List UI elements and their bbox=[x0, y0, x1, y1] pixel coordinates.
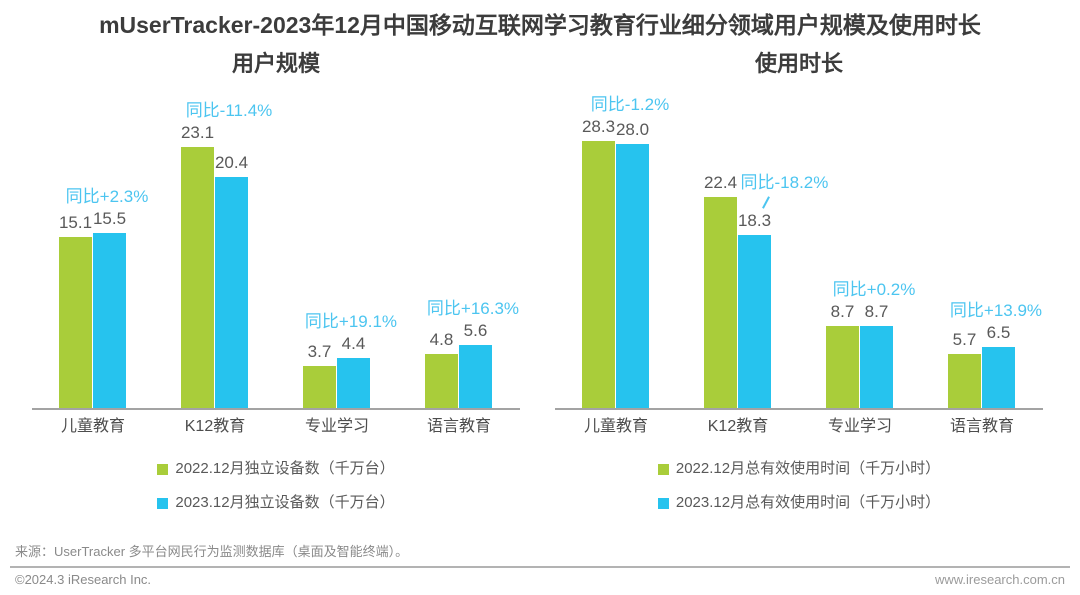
value-label: 3.7 bbox=[307, 342, 332, 361]
value-label: 4.8 bbox=[429, 330, 454, 349]
bar-2022 bbox=[181, 147, 214, 408]
x-axis-label: 专业学习 bbox=[304, 418, 369, 435]
source-note: 来源：UserTracker 多平台网民行为监测数据库（桌面及智能终端）。 bbox=[15, 544, 409, 559]
legend-label: 2023.12月独立设备数（千万台） bbox=[175, 494, 395, 511]
x-axis-label: 儿童教育 bbox=[583, 418, 648, 435]
bar-2022 bbox=[704, 197, 737, 408]
bar-2023 bbox=[215, 177, 248, 408]
value-label: 20.4 bbox=[214, 153, 249, 172]
x-axis-label: 语言教育 bbox=[949, 418, 1014, 435]
yoy-label: 同比+0.2% bbox=[832, 280, 916, 299]
bar-2022 bbox=[826, 326, 859, 408]
legend-marker bbox=[657, 497, 669, 509]
bar-group: 23.1 20.4 同比-11.4% bbox=[154, 101, 276, 408]
bar-2022 bbox=[59, 237, 92, 408]
x-axis-label: K12教育 bbox=[707, 418, 769, 435]
bar-2022 bbox=[425, 354, 458, 408]
value-label: 23.1 bbox=[180, 123, 215, 142]
yoy-label: 同比+19.1% bbox=[304, 312, 398, 331]
x-axis-labels: 儿童教育 K12教育 专业学习 语言教育 bbox=[555, 417, 1043, 437]
legend-label: 2022.12月独立设备数（千万台） bbox=[175, 460, 395, 477]
yoy-label: 同比+16.3% bbox=[426, 299, 520, 318]
legend-label: 2023.12月总有效使用时间（千万小时） bbox=[675, 494, 941, 511]
yoy-label: 同比+2.3% bbox=[65, 187, 149, 206]
legend: 2022.12月总有效使用时间（千万小时） 2023.12月总有效使用时间（千万小… bbox=[657, 460, 941, 511]
x-axis-label: 儿童教育 bbox=[60, 418, 125, 435]
bar-group: 8.7 8.7 同比+0.2% bbox=[799, 125, 921, 408]
legend: 2022.12月独立设备数（千万台） 2023.12月独立设备数（千万台） bbox=[157, 460, 395, 511]
plot-area: 15.1 15.5 同比+2.3% 23.1 20.4 同比-11.4% 3.7 4.4 同比+… bbox=[32, 101, 520, 410]
legend-label: 2022.12月总有效使用时间（千万小时） bbox=[675, 460, 941, 477]
bar-group: 22.4 18.3 同比-18.2% bbox=[677, 125, 828, 408]
bar-2023 bbox=[93, 233, 126, 408]
yoy-label: 同比-18.2% bbox=[740, 173, 829, 192]
website-text: www.iresearch.com.cn bbox=[934, 572, 1065, 587]
x-axis-labels: 儿童教育 K12教育 专业学习 语言教育 bbox=[32, 417, 520, 437]
value-label: 5.7 bbox=[952, 330, 977, 349]
value-label: 28.3 bbox=[581, 117, 616, 136]
bar-2023 bbox=[337, 358, 370, 408]
bar-group: 5.7 6.5 同比+13.9% bbox=[921, 125, 1043, 408]
legend-item: 2023.12月总有效使用时间（千万小时） bbox=[657, 494, 941, 511]
value-label: 6.5 bbox=[986, 323, 1011, 342]
value-label: 15.5 bbox=[92, 209, 127, 228]
bar-group: 28.3 28.0 同比-1.2% bbox=[555, 95, 677, 408]
chart-user-scale: 用户规模 15.1 15.5 同比+2.3% 23.1 20.4 同比-11.4% 3.7 4… bbox=[32, 45, 520, 525]
value-label: 28.0 bbox=[615, 120, 650, 139]
bar-group: 4.8 5.6 同比+16.3% bbox=[398, 125, 520, 408]
value-label: 8.7 bbox=[830, 302, 855, 321]
x-axis-label: K12教育 bbox=[184, 418, 246, 435]
legend-marker bbox=[157, 497, 169, 509]
chart-title-usage-duration: 使用时长 bbox=[754, 51, 843, 76]
legend-marker bbox=[657, 463, 669, 475]
legend-marker bbox=[157, 463, 169, 475]
value-label: 4.4 bbox=[341, 334, 366, 353]
yoy-label: 同比-1.2% bbox=[590, 95, 670, 114]
bar-2023 bbox=[616, 144, 649, 408]
bar-2023 bbox=[982, 347, 1015, 408]
value-label: 18.3 bbox=[737, 211, 772, 230]
bar-2022 bbox=[582, 141, 615, 408]
x-axis-label: 语言教育 bbox=[426, 418, 491, 435]
yoy-connector-line bbox=[761, 196, 770, 209]
yoy-label: 同比+13.9% bbox=[949, 301, 1043, 320]
value-label: 5.6 bbox=[463, 321, 488, 340]
bar-2023 bbox=[738, 235, 771, 408]
copyright: ©2024.3 iResearch Inc. bbox=[15, 572, 152, 587]
bar-2023 bbox=[860, 326, 893, 408]
bar-2022 bbox=[948, 354, 981, 408]
chart-title-user-scale: 用户规模 bbox=[231, 51, 320, 76]
legend-item: 2023.12月独立设备数（千万台） bbox=[157, 494, 395, 511]
plot-area: 28.3 28.0 同比-1.2% 22.4 18.3 同比-18.2% 8.7 8.7 同比+… bbox=[555, 95, 1043, 410]
page-title: mUserTracker-2023年12月中国移动互联网学习教育行业细分领域用户… bbox=[99, 12, 981, 38]
value-label: 15.1 bbox=[58, 213, 93, 232]
bar-group: 3.7 4.4 同比+19.1% bbox=[276, 125, 398, 408]
x-axis-label: 专业学习 bbox=[827, 418, 892, 435]
legend-item: 2022.12月总有效使用时间（千万小时） bbox=[657, 460, 941, 477]
chart-usage-duration: 使用时长 28.3 28.0 同比-1.2% 22.4 18.3 同比-18.2% 8.7 8… bbox=[555, 45, 1043, 525]
bar-2022 bbox=[303, 366, 336, 408]
bar-2023 bbox=[459, 345, 492, 408]
yoy-label: 同比-11.4% bbox=[185, 101, 273, 120]
footer-divider bbox=[10, 566, 1070, 568]
bar-group: 15.1 15.5 同比+2.3% bbox=[32, 125, 154, 408]
legend-item: 2022.12月独立设备数（千万台） bbox=[157, 460, 395, 477]
value-label: 8.7 bbox=[864, 302, 889, 321]
value-label: 22.4 bbox=[703, 173, 738, 192]
